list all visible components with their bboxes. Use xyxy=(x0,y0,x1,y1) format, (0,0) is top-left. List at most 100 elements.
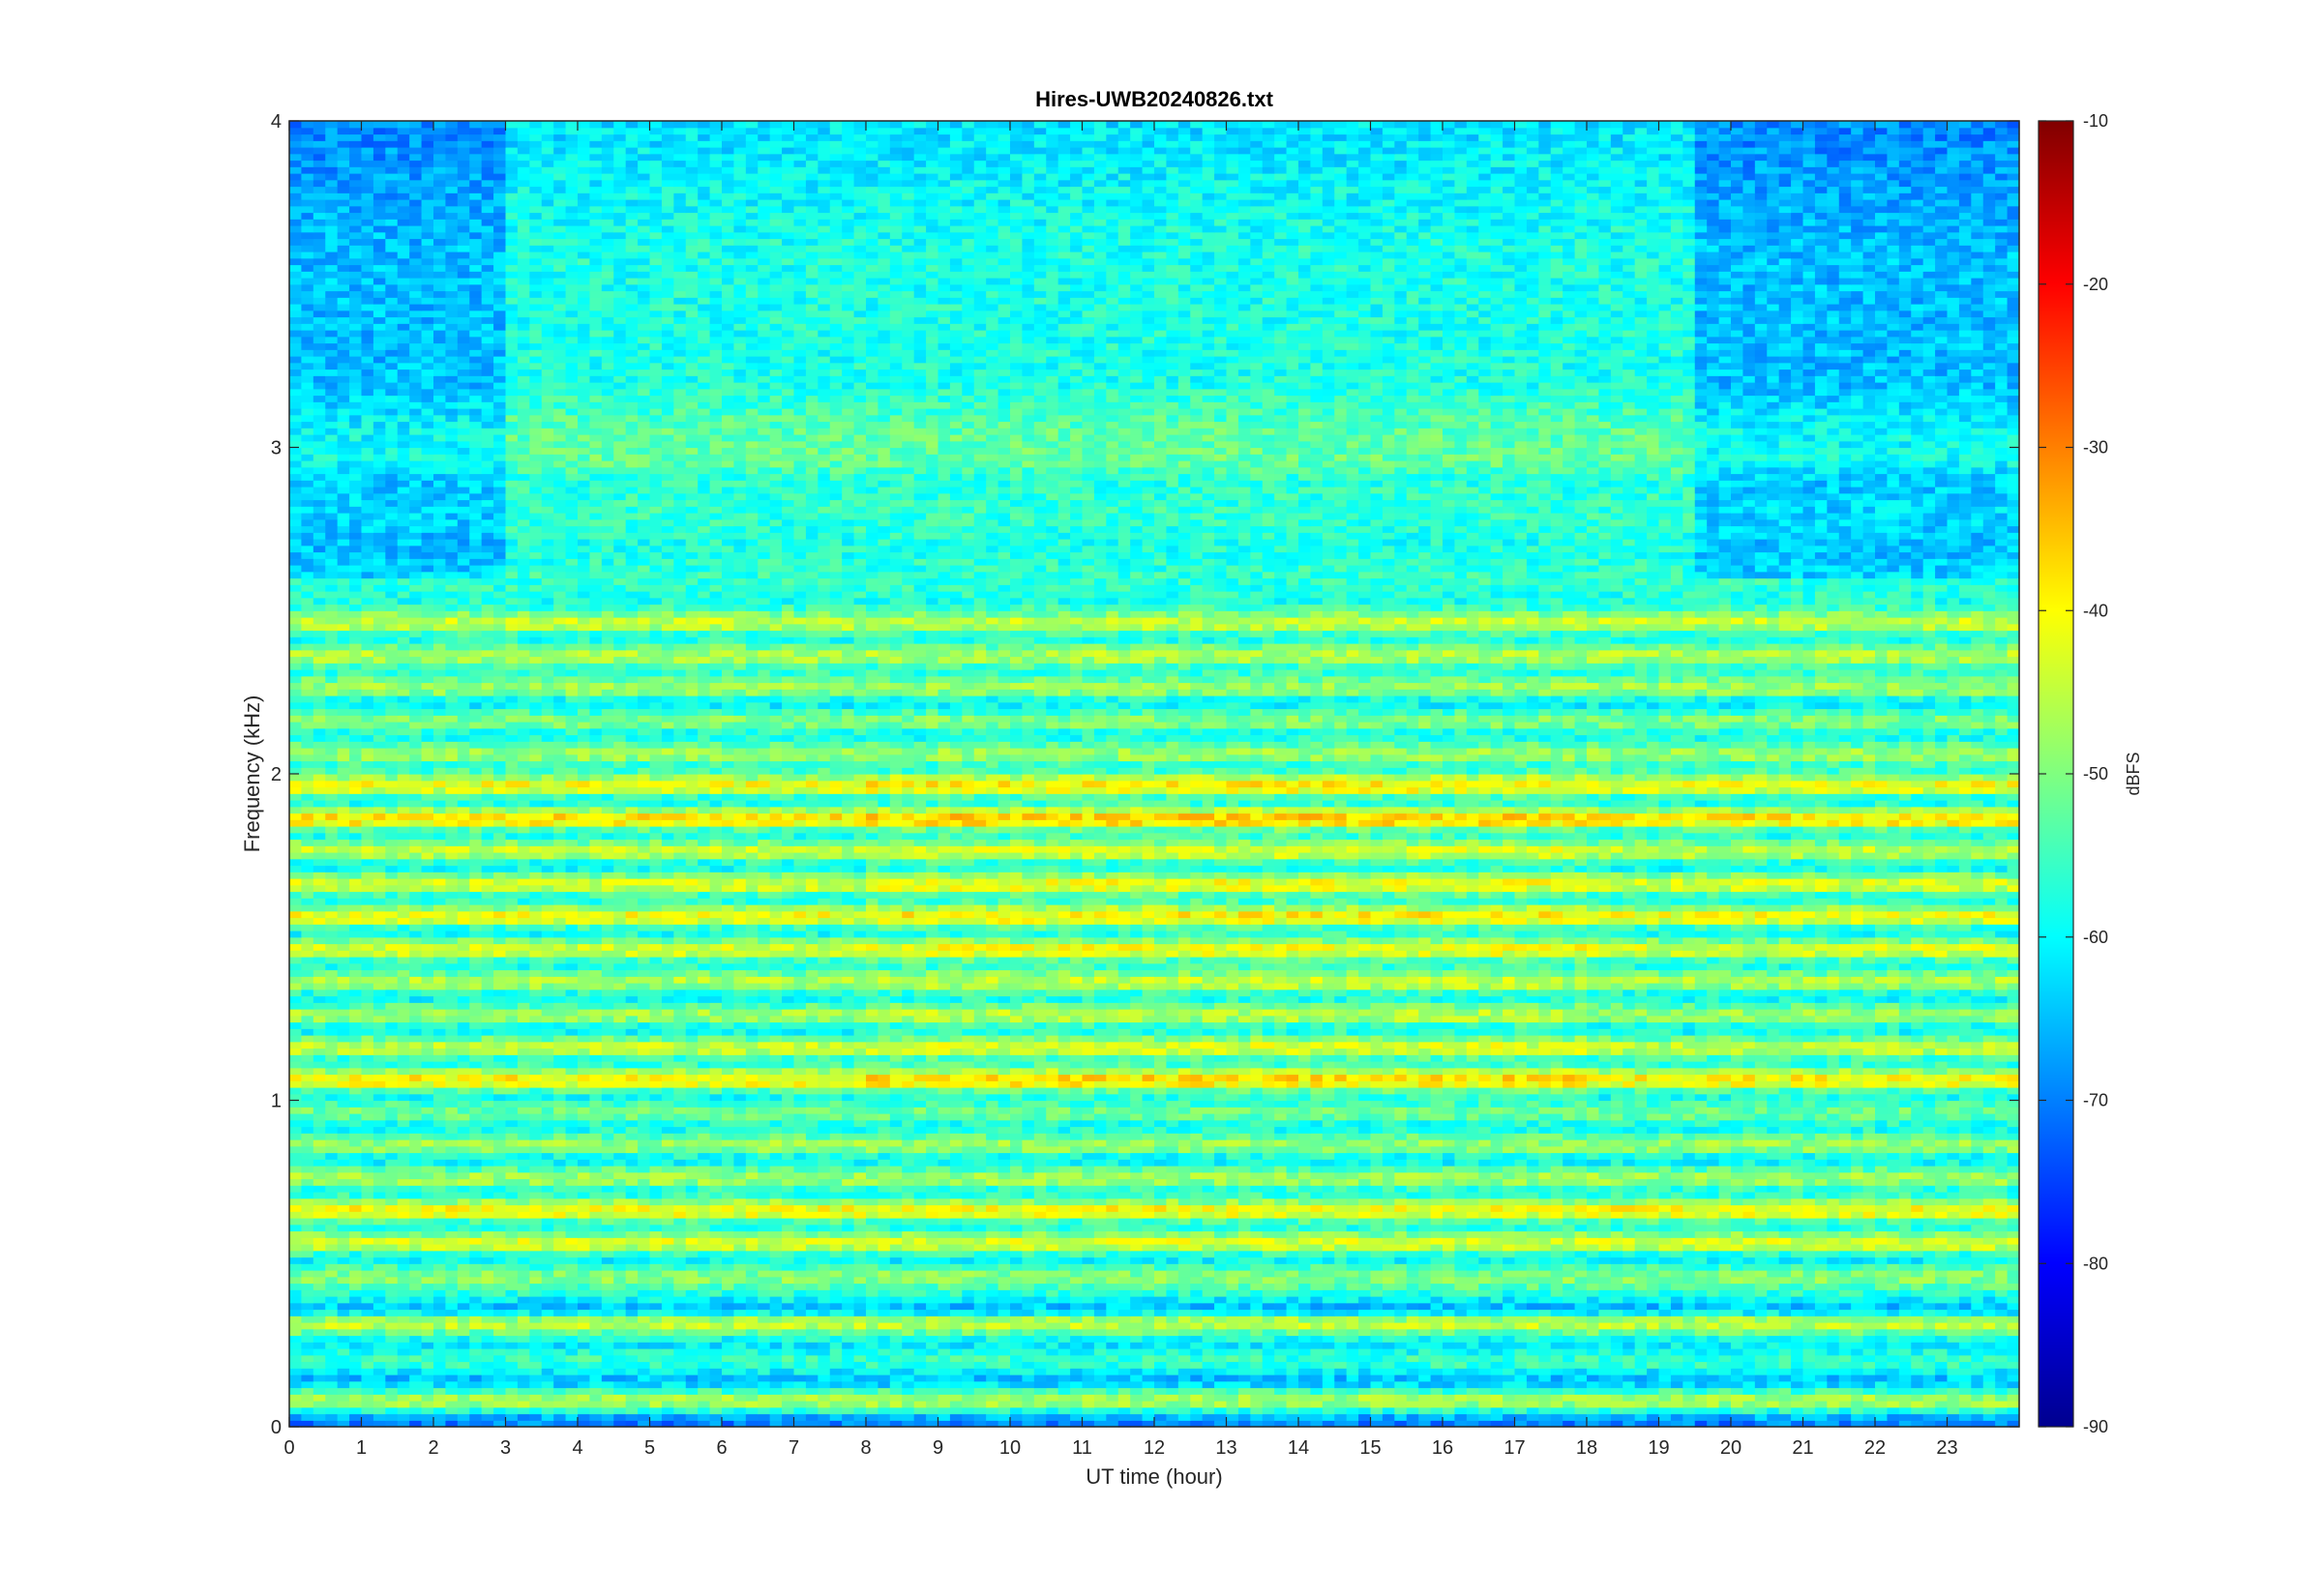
heatmap-cell xyxy=(1154,1211,1168,1219)
heatmap-cell xyxy=(1610,1204,1623,1212)
heatmap-cell xyxy=(1802,1309,1816,1316)
heatmap-cell xyxy=(625,1322,639,1330)
heatmap-cell xyxy=(1538,1354,1552,1363)
heatmap-cell xyxy=(505,1211,519,1219)
heatmap-cell xyxy=(1682,1361,1696,1369)
heatmap-cell xyxy=(661,1387,674,1395)
heatmap-cell xyxy=(1334,1354,1348,1363)
heatmap-cell xyxy=(1887,1315,1900,1323)
heatmap-cell xyxy=(1346,1244,1359,1252)
heatmap-cell xyxy=(818,1296,831,1304)
heatmap-cell xyxy=(361,1283,374,1290)
heatmap-cell xyxy=(601,1270,614,1278)
heatmap-cell xyxy=(1430,1348,1444,1356)
heatmap-cell xyxy=(1563,1401,1576,1408)
heatmap-cell xyxy=(1033,1361,1047,1369)
heatmap-cell xyxy=(1526,1342,1539,1349)
heatmap-cell xyxy=(397,1224,410,1232)
heatmap-cell xyxy=(1166,1315,1179,1323)
heatmap-cell xyxy=(433,1354,447,1363)
heatmap-cell xyxy=(1478,1263,1492,1271)
heatmap-cell xyxy=(1587,1211,1600,1219)
heatmap-cell xyxy=(1827,1244,1840,1252)
heatmap-cell xyxy=(1274,1237,1288,1245)
heatmap-cell xyxy=(1887,1289,1900,1297)
heatmap-cell xyxy=(1430,1263,1444,1271)
heatmap-cell xyxy=(613,1296,627,1304)
heatmap-cell xyxy=(829,1302,843,1311)
heatmap-cell xyxy=(818,1211,831,1219)
heatmap-cell xyxy=(1298,1244,1312,1252)
heatmap-cell xyxy=(769,1283,783,1290)
heatmap-cell xyxy=(1670,1361,1683,1369)
heatmap-cell xyxy=(1587,1387,1600,1395)
heatmap-cell xyxy=(1286,1270,1299,1278)
heatmap-cell xyxy=(301,1302,314,1311)
heatmap-cell xyxy=(782,1296,795,1304)
heatmap-cell xyxy=(758,1263,771,1271)
heatmap-cell xyxy=(1670,1218,1683,1226)
heatmap-cell xyxy=(313,1289,326,1297)
heatmap-cell xyxy=(1971,1256,1984,1264)
heatmap-cell xyxy=(1190,1368,1204,1375)
heatmap-cell xyxy=(782,1263,795,1271)
heatmap-cell xyxy=(1022,1361,1035,1369)
heatmap-cell xyxy=(1154,1256,1168,1264)
heatmap-cell xyxy=(1875,1315,1889,1323)
heatmap-cell xyxy=(1202,1218,1215,1226)
heatmap-cell xyxy=(1658,1328,1672,1337)
heatmap-cell xyxy=(1922,1354,1936,1363)
heatmap-cell xyxy=(1237,1401,1251,1408)
heatmap-cell xyxy=(1634,1335,1648,1343)
heatmap-cell xyxy=(1694,1218,1708,1226)
heatmap-cell xyxy=(1610,1289,1623,1297)
heatmap-cell xyxy=(1647,1401,1660,1408)
heatmap-cell xyxy=(1322,1244,1335,1252)
heatmap-cell xyxy=(481,1401,494,1408)
heatmap-cell xyxy=(842,1342,855,1349)
heatmap-cell xyxy=(625,1224,639,1232)
heatmap-cell xyxy=(361,1309,374,1316)
heatmap-cell xyxy=(613,1361,627,1369)
heatmap-cell xyxy=(793,1289,807,1297)
heatmap-cell xyxy=(421,1413,434,1421)
heatmap-cell xyxy=(1563,1342,1576,1349)
heatmap-cell xyxy=(1503,1276,1516,1285)
heatmap-cell xyxy=(1406,1309,1419,1316)
heatmap-cell xyxy=(1346,1276,1359,1285)
heatmap-cell xyxy=(769,1348,783,1356)
heatmap-cell xyxy=(1237,1289,1251,1297)
heatmap-cell xyxy=(973,1250,987,1258)
heatmap-cell xyxy=(361,1237,374,1245)
heatmap-cell xyxy=(517,1218,530,1226)
heatmap-cell xyxy=(1033,1218,1047,1226)
heatmap-cell xyxy=(1503,1204,1516,1212)
heatmap-cell xyxy=(1875,1348,1889,1356)
heatmap-cell xyxy=(469,1368,483,1375)
heatmap-cell xyxy=(685,1328,699,1337)
heatmap-cell xyxy=(1346,1263,1359,1271)
heatmap-cell xyxy=(1898,1289,1912,1297)
heatmap-cell xyxy=(421,1374,434,1382)
heatmap-cell xyxy=(722,1302,735,1311)
heatmap-cell xyxy=(1142,1256,1155,1264)
heatmap-cell xyxy=(829,1348,843,1356)
heatmap-cell xyxy=(325,1380,339,1389)
heatmap-cell xyxy=(1838,1224,1852,1232)
heatmap-cell xyxy=(1731,1224,1744,1232)
heatmap-cell xyxy=(325,1387,339,1395)
heatmap-cell xyxy=(409,1283,423,1290)
heatmap-cell xyxy=(1971,1401,1984,1408)
heatmap-cell xyxy=(1262,1237,1275,1245)
heatmap-cell xyxy=(385,1374,399,1382)
heatmap-cell xyxy=(949,1244,963,1252)
heatmap-cell xyxy=(673,1387,687,1395)
heatmap-cell xyxy=(853,1374,867,1382)
heatmap-cell xyxy=(397,1420,410,1428)
heatmap-cell xyxy=(1370,1270,1384,1278)
heatmap-cell xyxy=(1046,1237,1059,1245)
heatmap-cell xyxy=(1982,1322,1996,1330)
heatmap-cell xyxy=(541,1256,554,1264)
heatmap-cell xyxy=(1082,1270,1095,1278)
heatmap-cell xyxy=(1851,1387,1864,1395)
